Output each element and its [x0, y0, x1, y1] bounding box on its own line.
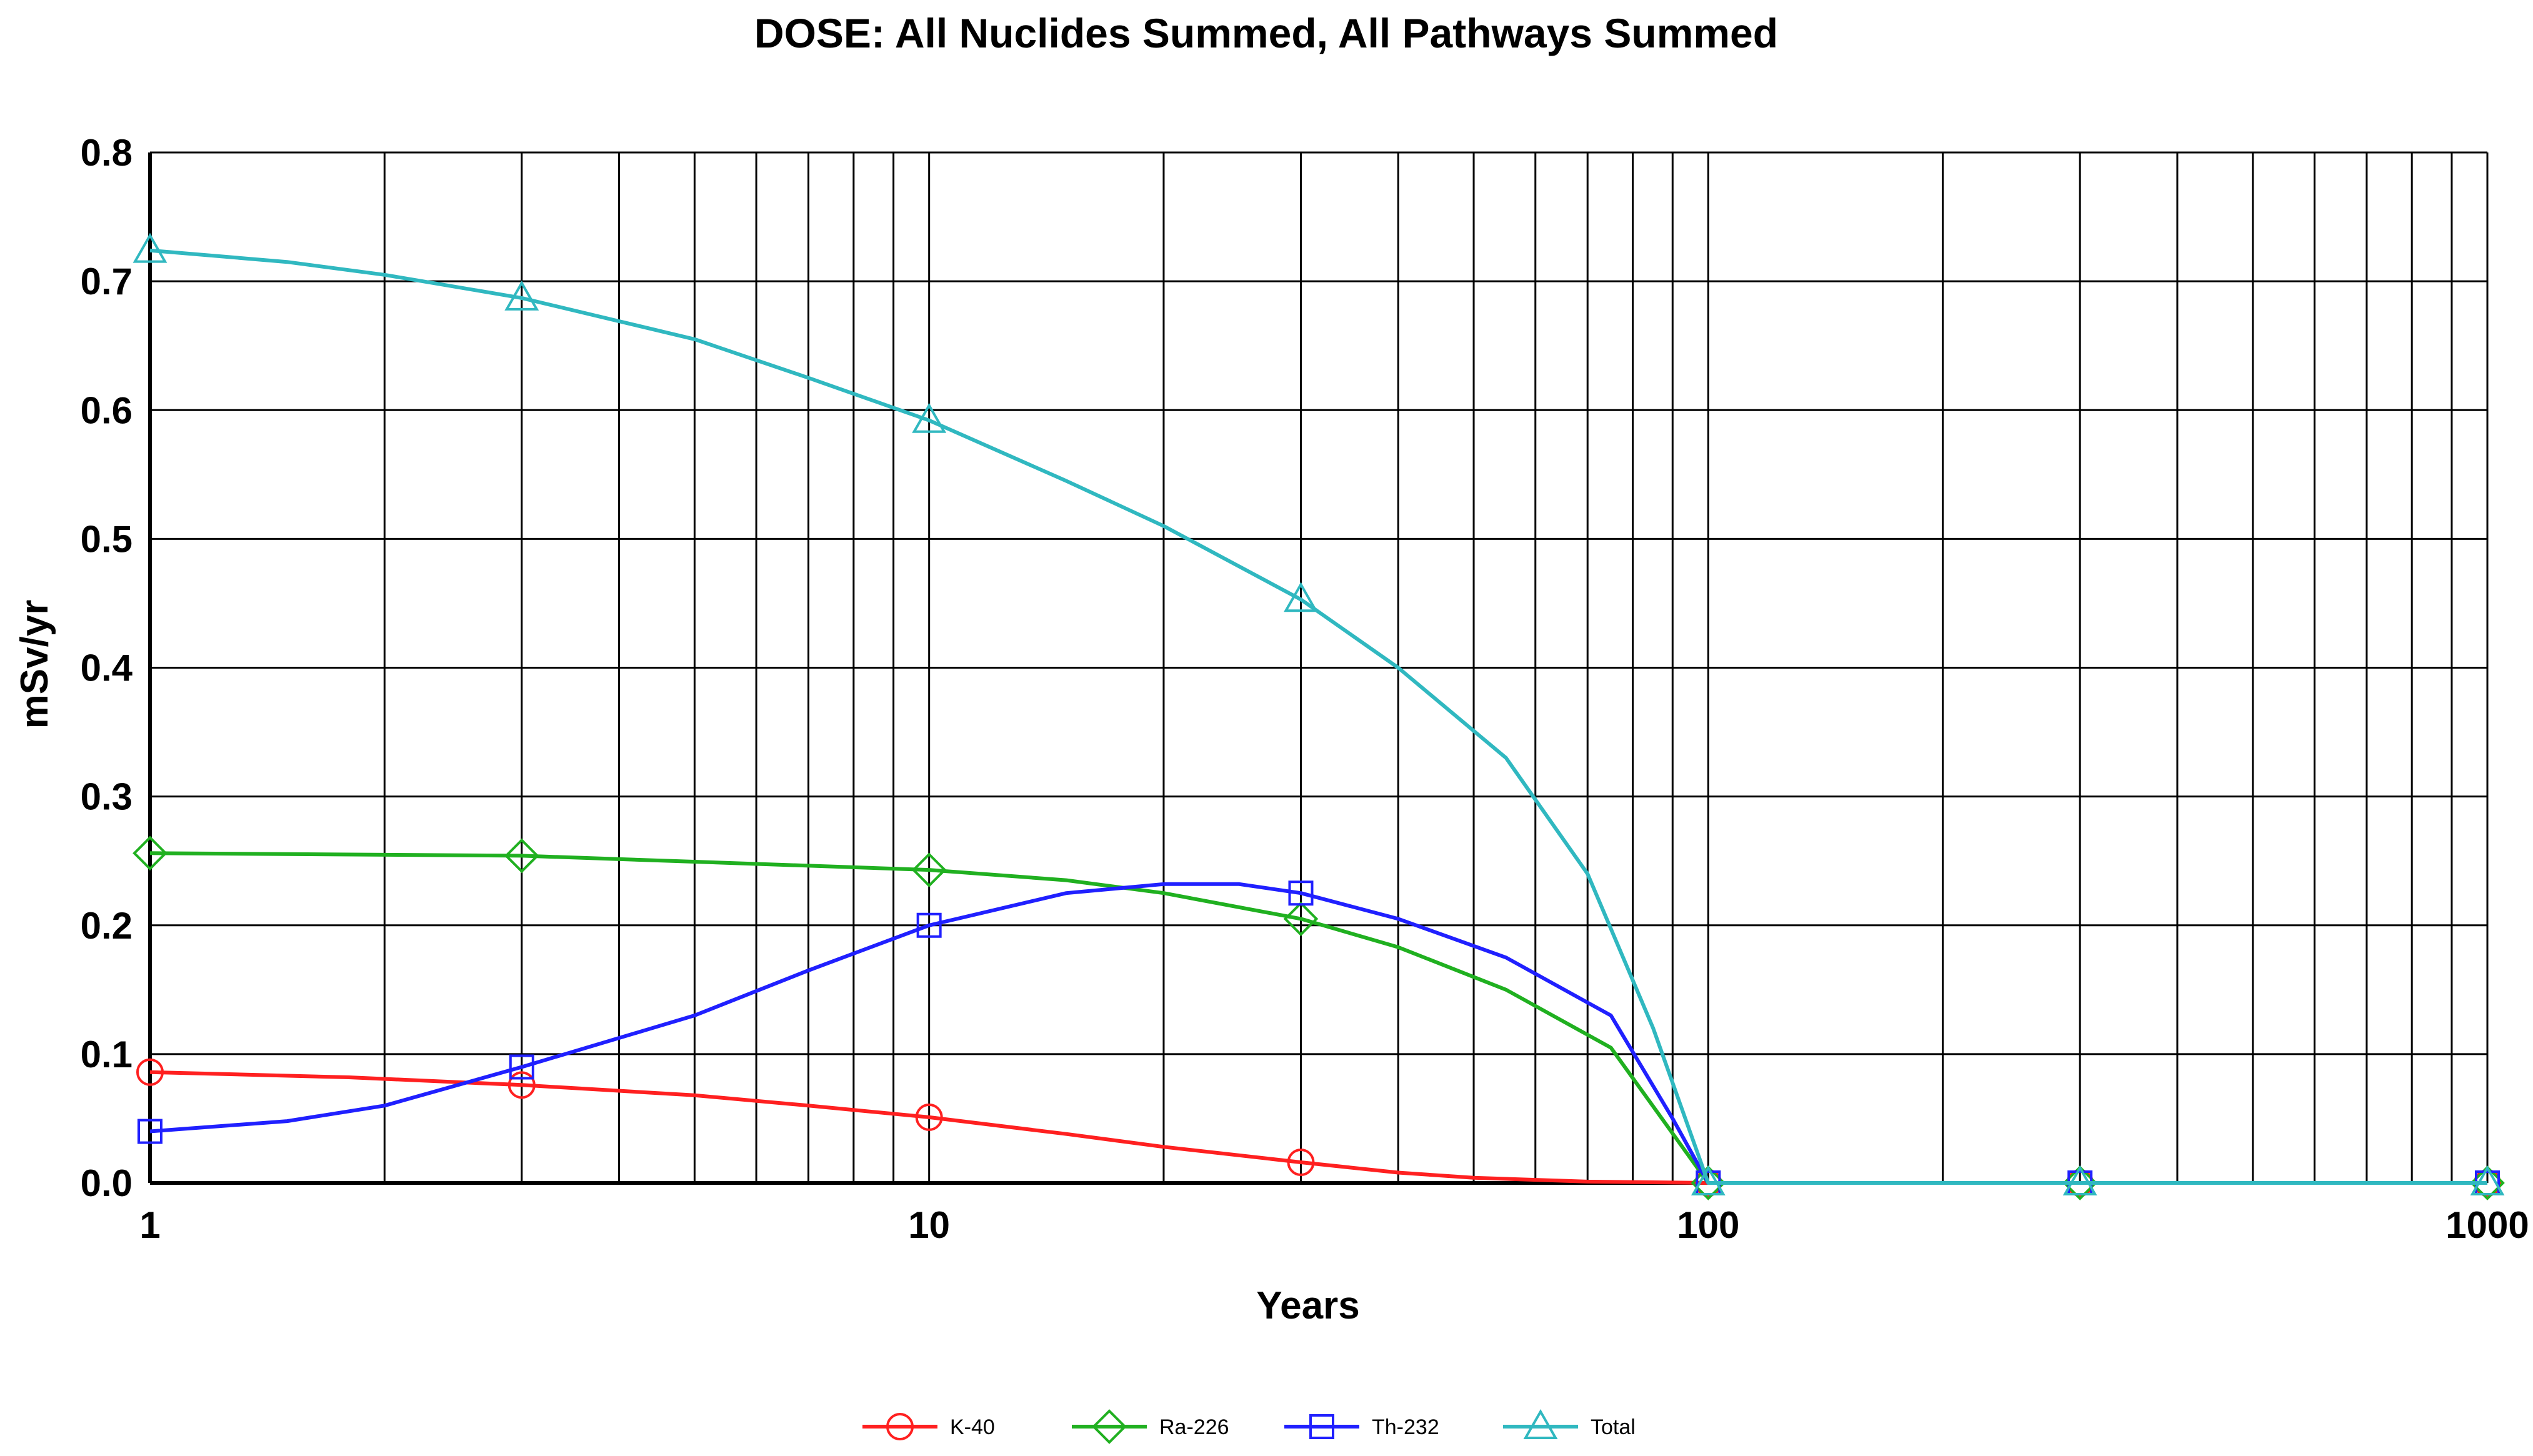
- y-tick-label: 0.2: [81, 905, 132, 947]
- legend-item-th-232: Th-232: [1284, 1414, 1439, 1439]
- y-tick-label: 0.5: [81, 518, 132, 560]
- series-line-k-40: [149, 1070, 2487, 1185]
- y-tick-label: 0.4: [81, 647, 133, 689]
- y-tick-label: 0.7: [81, 261, 132, 302]
- x-axis-label: Years: [1256, 1284, 1360, 1327]
- series-ra-226: [132, 835, 2505, 1200]
- y-tick-label: 0.1: [81, 1034, 132, 1075]
- series-lines: [132, 232, 2505, 1200]
- data-point-total: [912, 402, 947, 433]
- legend: K-40 Ra-226 Th-232 Total: [862, 1409, 1636, 1444]
- legend-label: K-40: [950, 1415, 995, 1439]
- legend-marker: [1092, 1409, 1127, 1444]
- legend-label: Ra-226: [1159, 1415, 1229, 1439]
- data-point-th-232: [916, 912, 942, 938]
- legend-marker: [1309, 1414, 1334, 1439]
- data-point-th-232: [509, 1054, 534, 1080]
- legend-marker: [1523, 1409, 1558, 1439]
- series-line-ra-226: [149, 851, 2487, 1185]
- x-tick-label: 10: [908, 1204, 950, 1246]
- data-point-ra-226: [504, 838, 539, 874]
- y-tick-label: 0.8: [81, 132, 132, 174]
- series-th-232: [137, 880, 2500, 1195]
- chart-title: DOSE: All Nuclides Summed, All Pathways …: [754, 10, 1778, 56]
- series-line-total: [149, 248, 2487, 1185]
- data-point-th-232: [137, 1119, 162, 1144]
- data-point-ra-226: [911, 852, 947, 887]
- legend-label: Th-232: [1372, 1415, 1439, 1439]
- data-point-total: [132, 232, 167, 263]
- data-point-k-40: [915, 1103, 943, 1131]
- legend-item-ra-226: Ra-226: [1072, 1409, 1229, 1444]
- series-line-th-232: [149, 882, 2487, 1185]
- legend-item-total: Total: [1503, 1409, 1636, 1439]
- data-point-total: [2470, 1165, 2505, 1195]
- y-tick-label: 0.0: [81, 1162, 132, 1204]
- data-point-total: [1284, 582, 1318, 612]
- data-point-ra-226: [132, 835, 167, 871]
- data-point-k-40: [507, 1071, 536, 1099]
- data-point-total: [1691, 1165, 1726, 1195]
- series-k-40: [136, 1058, 2501, 1197]
- y-tick-label: 0.3: [81, 776, 132, 818]
- legend-item-k-40: K-40: [862, 1413, 995, 1440]
- data-point-total: [504, 280, 539, 311]
- legend-marker: [886, 1413, 914, 1440]
- data-point-total: [2062, 1165, 2097, 1195]
- tick-labels: 0.0 0.1 0.2 0.3 0.4 0.5 0.6 0.7 0.8 1 10 100 1000: [81, 132, 2529, 1246]
- grid: [148, 151, 2489, 1185]
- x-tick-label: 1000: [2446, 1204, 2529, 1246]
- data-point-k-40: [136, 1058, 164, 1086]
- data-point-k-40: [1287, 1149, 1315, 1177]
- x-tick-label: 1: [139, 1204, 160, 1246]
- series-total: [132, 232, 2505, 1195]
- data-point-ra-226: [1283, 901, 1319, 937]
- data-point-th-232: [1288, 880, 1314, 906]
- legend-label: Total: [1591, 1415, 1636, 1439]
- x-tick-label: 100: [1677, 1204, 1739, 1246]
- y-tick-label: 0.6: [81, 389, 132, 431]
- y-axis-label: mSv/yr: [13, 600, 56, 729]
